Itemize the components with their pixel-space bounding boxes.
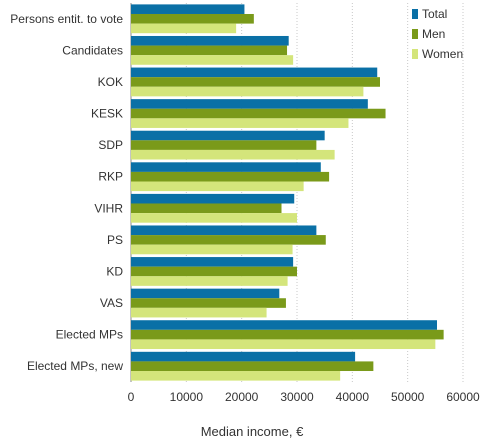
bar-men [131, 329, 444, 340]
category-label: Elected MPs, new [27, 359, 123, 373]
x-tick-label: 10000 [170, 390, 204, 404]
bar-men [131, 298, 286, 308]
bar-total [131, 225, 317, 236]
bar-men [131, 108, 386, 119]
category-label: Elected MPs [56, 328, 123, 342]
bar-total [131, 130, 325, 141]
bar-women [131, 149, 335, 160]
bar-total [131, 351, 356, 362]
category-label: KESK [91, 107, 123, 121]
legend-label-women: Women [422, 47, 463, 61]
legend-swatch-women [412, 49, 418, 59]
bar-men [131, 13, 254, 24]
x-tick-label: 20000 [225, 390, 259, 404]
bar-women [131, 339, 436, 350]
bar-men [131, 77, 380, 87]
category-label: RKP [98, 170, 123, 184]
bar-women [131, 244, 293, 255]
category-label: PS [107, 233, 123, 247]
bar-women [131, 213, 297, 223]
bar-men [131, 171, 330, 182]
bar-men [131, 266, 297, 277]
category-labels: Persons entit. to vote Candidates KOK KESK S… [10, 12, 123, 373]
category-label: VAS [100, 296, 123, 310]
legend-swatch-men [412, 29, 418, 39]
category-label: Candidates [62, 43, 123, 57]
x-tick-label: 30000 [280, 390, 314, 404]
bars [131, 4, 444, 381]
x-tick-label: 40000 [336, 390, 370, 404]
bar-women [131, 118, 349, 128]
legend-label-men: Men [422, 27, 445, 41]
bar-total [131, 67, 378, 78]
bar-men [131, 45, 288, 56]
x-tick-label: 60000 [446, 390, 480, 404]
x-axis-title: Median income, € [201, 424, 304, 439]
bar-women [131, 181, 304, 192]
legend: Total Men Women [412, 7, 463, 61]
gridlines [130, 3, 464, 382]
bar-women [131, 86, 364, 97]
x-tick-label: 50000 [391, 390, 425, 404]
bar-total [131, 35, 289, 46]
bar-men [131, 361, 374, 372]
category-label: VIHR [94, 201, 123, 215]
bar-total [131, 4, 245, 14]
bar-women [131, 307, 267, 318]
legend-label-total: Total [422, 7, 447, 21]
x-tick-label: 0 [128, 390, 135, 404]
bar-total [131, 162, 321, 172]
category-label: SDP [98, 138, 123, 152]
category-label: Persons entit. to vote [10, 12, 123, 26]
category-label: KD [106, 264, 123, 278]
x-tick-labels: 0 10000 20000 30000 40000 50000 60000 [128, 390, 480, 404]
bar-men [131, 235, 326, 245]
bar-women [131, 23, 237, 34]
bar-total [131, 99, 368, 109]
bar-total [131, 257, 294, 267]
bar-men [131, 140, 317, 150]
bar-women [131, 276, 288, 286]
bar-total [131, 288, 280, 299]
bar-women [131, 371, 341, 381]
bar-women [131, 55, 294, 65]
bar-total [131, 193, 295, 204]
bar-men [131, 203, 282, 214]
bar-total [131, 320, 437, 330]
category-label: KOK [98, 75, 123, 89]
legend-swatch-total [412, 9, 418, 19]
